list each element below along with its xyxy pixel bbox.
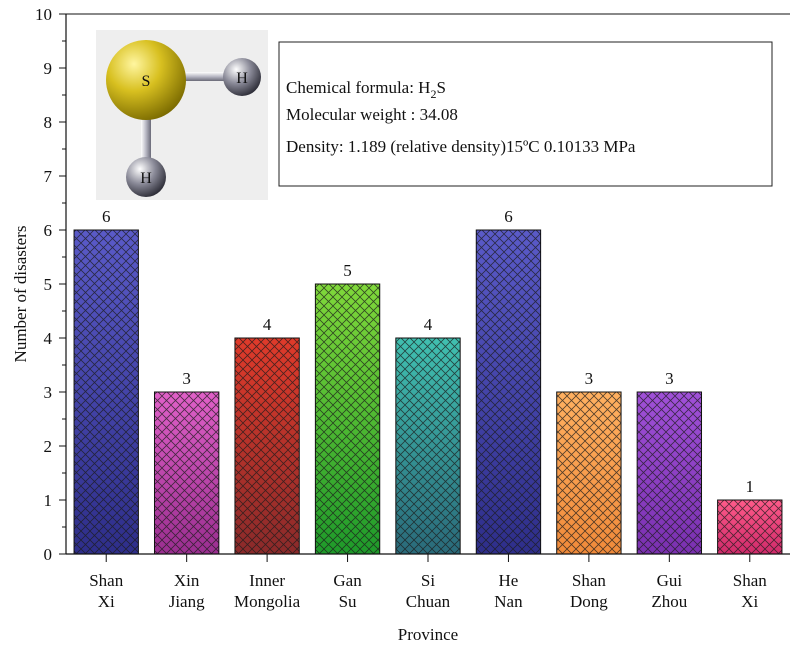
hydrogen-atom-1 (223, 58, 261, 96)
x-tick-label-7-line-1: Shan (572, 571, 607, 590)
bar-hatch-1 (73, 229, 139, 555)
y-axis-title: Number of disasters (11, 226, 30, 363)
x-tick-label-7: Shan Dong (570, 571, 608, 611)
sulfur-atom-label: S (142, 73, 151, 90)
info-box: Chemical formula: H2S Molecular weight :… (278, 41, 773, 187)
y-tick-label-1: 1 (44, 491, 53, 510)
x-tick-label-9: Shan Xi (733, 571, 768, 611)
x-tick-label-5-line-1: Si (421, 571, 435, 590)
x-tick-label-6: He Nan (494, 571, 523, 611)
x-tick-label-1-line-1: Shan (89, 571, 124, 590)
bars-group: 6 3 4 5 4 6 3 3 1 (73, 207, 783, 555)
x-tick-label-3-line-1: Inner (249, 571, 285, 590)
x-tick-label-6-line-2: Nan (494, 592, 523, 611)
x-tick-label-5: Si Chuan (406, 571, 451, 611)
bar-value-label-6: 6 (504, 207, 513, 226)
bar-hatch-2 (153, 391, 220, 555)
bond-2 (141, 110, 151, 172)
x-tick-label-4-line-1: Gan (333, 571, 362, 590)
h2s-molecule-illustration: S H H (96, 30, 268, 200)
x-tick-label-2-line-1: Xin (174, 571, 200, 590)
x-axis-title: Province (398, 625, 458, 644)
bar-hatch-6 (475, 229, 542, 555)
density-text: Density: 1.189 (relative density)15ºC 0.… (286, 137, 636, 156)
y-tick-label-5: 5 (44, 275, 53, 294)
x-tick-label-7-line-2: Dong (570, 592, 608, 611)
x-tick-label-3-line-2: Mongolia (234, 592, 301, 611)
x-tick-label-2-line-2: Jiang (169, 592, 205, 611)
bar-hatch-5 (395, 337, 461, 555)
y-tick-label-4: 4 (44, 329, 53, 348)
x-tick-label-4-line-2: Su (339, 592, 357, 611)
axes-group: Shan Xi Xin Jiang Inner Mongolia Gan Su Si Chuan H… (35, 5, 790, 611)
bar-value-label-4: 5 (343, 261, 352, 280)
x-tick-label-1: Shan Xi (89, 571, 124, 611)
bar-value-label-9: 1 (746, 477, 755, 496)
x-tick-label-8-line-1: Gui (657, 571, 683, 590)
bar-value-label-3: 4 (263, 315, 272, 334)
formula-suffix: S (436, 78, 445, 97)
bar-hatch-7 (556, 391, 622, 555)
x-tick-label-9-line-1: Shan (733, 571, 768, 590)
x-tick-label-6-line-1: He (499, 571, 519, 590)
y-tick-label-8: 8 (44, 113, 53, 132)
bar-hatch-4 (314, 283, 381, 555)
bar-hatch-9 (717, 499, 783, 555)
x-tick-label-8-line-2: Zhou (651, 592, 687, 611)
bar-value-label-8: 3 (665, 369, 674, 388)
y-tick-label-6: 6 (44, 221, 53, 240)
formula-subscript: 2 (430, 87, 436, 101)
bar-value-label-7: 3 (585, 369, 594, 388)
hydrogen-atom-2-label: H (140, 170, 152, 187)
x-tick-label-5-line-2: Chuan (406, 592, 451, 611)
bar-value-label-5: 4 (424, 315, 433, 334)
chemical-formula-text: Chemical formula: H2S (286, 78, 446, 101)
x-tick-label-8: Gui Zhou (651, 571, 687, 611)
bar-value-label-2: 3 (182, 369, 191, 388)
bar-value-label-1: 6 (102, 207, 111, 226)
y-tick-label-3: 3 (44, 383, 53, 402)
y-tick-label-2: 2 (44, 437, 53, 456)
y-tick-label-9: 9 (44, 59, 53, 78)
y-tick-label-0: 0 (44, 545, 53, 564)
molecular-weight-text: Molecular weight : 34.08 (286, 105, 458, 124)
hydrogen-atom-2 (126, 157, 166, 197)
bond-1 (170, 72, 240, 81)
x-tick-label-4: Gan Su (333, 571, 362, 611)
x-tick-label-9-line-2: Xi (741, 592, 758, 611)
bar-hatch-8 (636, 391, 703, 555)
y-tick-label-7: 7 (44, 167, 53, 186)
x-tick-label-3: Inner Mongolia (234, 571, 301, 611)
x-tick-label-1-line-2: Xi (98, 592, 115, 611)
x-tick-label-2: Xin Jiang (169, 571, 205, 611)
info-box-frame (278, 41, 773, 187)
bar-hatch-3 (234, 337, 300, 555)
sulfur-atom (106, 40, 186, 120)
hydrogen-atom-1-label: H (236, 70, 248, 87)
formula-prefix: Chemical formula: H (286, 78, 430, 97)
y-tick-label-10: 10 (35, 5, 52, 24)
